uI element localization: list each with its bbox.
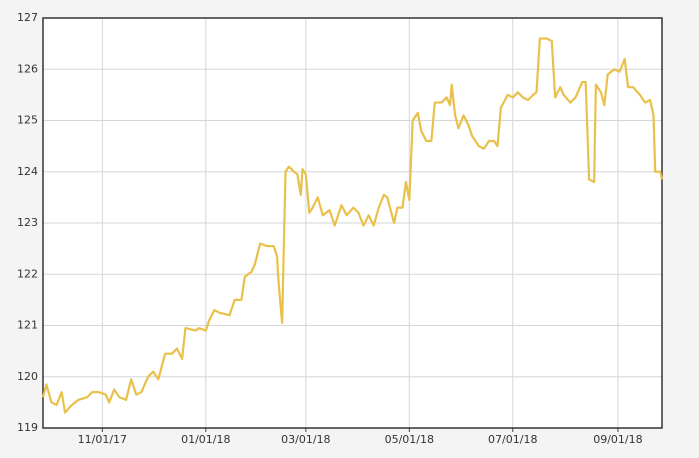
y-tick-label: 119 (17, 421, 38, 434)
y-tick-label: 121 (17, 319, 38, 332)
y-tick-label: 126 (17, 62, 38, 75)
x-tick-label: 07/01/18 (488, 433, 537, 446)
y-tick-label: 124 (17, 165, 38, 178)
plot-border (42, 17, 663, 429)
y-tick-label: 122 (17, 267, 38, 280)
y-tick-label: 123 (17, 216, 38, 229)
line (41, 37, 664, 414)
y-tick-label: 127 (17, 11, 38, 24)
x-tick-label: 01/01/18 (181, 433, 230, 446)
x-tick-label: 03/01/18 (281, 433, 330, 446)
x-tick-label: 11/01/17 (78, 433, 127, 446)
y-tick-label: 120 (17, 370, 38, 383)
x-tick-label: 05/01/18 (385, 433, 434, 446)
y-tick-label: 125 (17, 114, 38, 127)
x-tick-label: 09/01/18 (593, 433, 642, 446)
